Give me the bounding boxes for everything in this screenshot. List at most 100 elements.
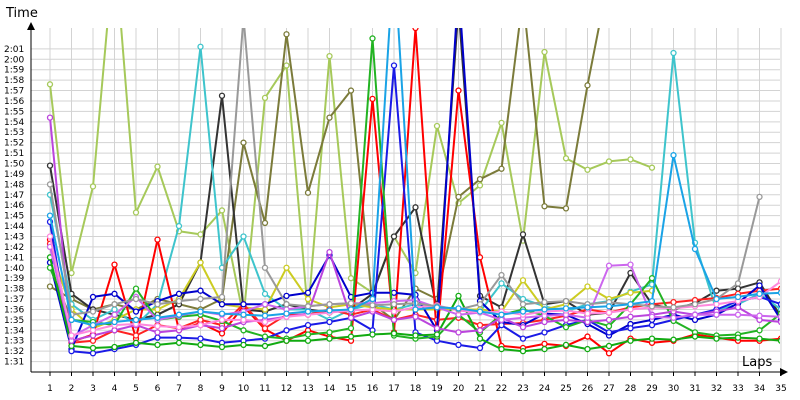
x-tick-label: 16	[367, 384, 379, 394]
y-tick-label: 1:33	[4, 337, 24, 347]
data-point	[605, 322, 613, 330]
data-point	[68, 342, 75, 350]
data-point	[89, 308, 97, 315]
y-tick-labels: 1:311:321:331:341:351:361:371:381:391:40…	[4, 45, 24, 368]
x-axis-arrow-icon	[780, 368, 788, 376]
x-tick-label: 8	[198, 384, 204, 394]
data-point	[197, 341, 204, 349]
data-point	[304, 337, 312, 344]
data-point	[670, 49, 677, 57]
data-point	[433, 304, 441, 311]
data-point	[412, 313, 419, 320]
data-point	[498, 311, 505, 318]
y-tick-label: 1:39	[4, 274, 24, 284]
y-tick-label: 1:56	[4, 97, 24, 107]
data-point	[519, 335, 527, 342]
y-tick-label: 1:50	[4, 160, 24, 170]
data-point	[347, 314, 355, 321]
y-axis-title: Time	[5, 6, 38, 21]
data-point	[240, 139, 247, 146]
data-point	[240, 233, 247, 240]
data-point	[46, 114, 54, 121]
data-point	[777, 289, 780, 296]
data-point	[605, 303, 613, 310]
y-tick-label: 1:43	[4, 232, 24, 242]
data-point	[433, 331, 441, 338]
x-tick-label: 3	[90, 384, 96, 394]
data-point	[68, 332, 75, 339]
y-tick-label: 1:31	[4, 358, 24, 368]
series-16	[46, 28, 780, 329]
data-point	[304, 303, 312, 310]
data-point	[304, 289, 312, 296]
data-point	[46, 212, 54, 219]
data-point	[476, 182, 484, 189]
data-point	[197, 259, 204, 266]
data-point	[584, 333, 591, 340]
data-point	[326, 114, 333, 121]
y-tick-label: 2:01	[4, 45, 24, 55]
y-tick-label: 1:36	[4, 305, 24, 315]
x-tick-label: 26	[582, 384, 594, 394]
x-tick-label: 29	[646, 384, 658, 394]
y-tick-label: 1:54	[4, 118, 24, 128]
data-point	[777, 318, 780, 325]
data-point	[734, 311, 742, 318]
data-point	[197, 43, 204, 50]
y-tick-label: 1:49	[4, 170, 24, 180]
data-point	[390, 330, 398, 337]
x-tick-label: 32	[711, 384, 722, 394]
x-tick-label: 15	[345, 384, 356, 394]
data-point	[670, 314, 677, 321]
data-point	[283, 292, 290, 300]
x-tick-label: 12	[281, 384, 292, 394]
data-point	[756, 327, 763, 334]
data-point	[584, 82, 591, 89]
data-point	[175, 334, 183, 341]
data-point	[154, 301, 161, 308]
data-point	[197, 335, 204, 342]
data-point	[326, 248, 333, 256]
data-point	[519, 308, 527, 315]
x-tick-label: 30	[668, 384, 680, 394]
data-point	[584, 345, 591, 353]
data-point	[627, 337, 634, 344]
data-point	[541, 340, 548, 348]
data-point	[777, 301, 780, 308]
data-point	[777, 313, 780, 320]
data-point	[261, 312, 269, 319]
data-point	[756, 290, 763, 297]
data-point	[89, 337, 97, 344]
data-point	[584, 304, 591, 311]
data-point	[241, 15, 246, 20]
x-tick-label: 20	[453, 384, 465, 394]
x-tick-label: 7	[176, 384, 182, 394]
data-point	[175, 324, 183, 331]
data-point	[605, 350, 613, 357]
y-tick-label: 1:55	[4, 107, 24, 117]
data-point	[756, 335, 763, 342]
data-point	[562, 316, 570, 324]
data-point	[326, 335, 333, 342]
series-line	[49, 28, 780, 355]
data-point	[541, 345, 548, 353]
data-point	[648, 275, 656, 282]
data-point	[197, 316, 204, 324]
series-line	[49, 28, 761, 316]
data-point	[691, 311, 699, 318]
data-point	[218, 310, 226, 317]
data-point	[154, 334, 161, 341]
data-point	[283, 301, 290, 308]
data-point	[519, 231, 527, 238]
data-point	[283, 337, 290, 344]
data-point	[390, 289, 398, 296]
data-point	[390, 308, 398, 315]
data-point	[347, 306, 355, 313]
data-point	[541, 306, 548, 313]
data-point	[584, 283, 591, 290]
data-point	[111, 306, 118, 313]
data-point	[605, 329, 613, 336]
data-point	[261, 264, 269, 271]
